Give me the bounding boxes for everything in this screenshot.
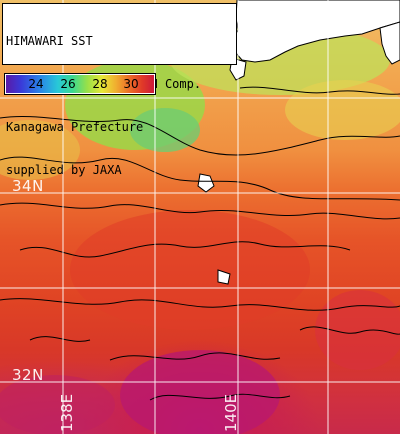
cool-patch-east [285, 80, 400, 140]
legend-tick-26: 26 [60, 77, 76, 91]
contour-6 [109, 352, 281, 361]
lat-label-32n: 32N [12, 366, 44, 384]
land-island-small [217, 269, 231, 285]
land-boso [379, 21, 400, 65]
cool-patch-west [0, 120, 80, 180]
legend-tick-24: 24 [28, 77, 44, 91]
contour-8 [239, 86, 400, 95]
lat-label-34n: 34N [12, 177, 44, 195]
lon-label-140e: 140E [222, 393, 240, 432]
title-line-4: supplied by JAXA [6, 163, 122, 178]
color-scale-bar: 24 26 28 30 [6, 75, 154, 93]
warm-patch-east [315, 290, 400, 370]
contour-5 [0, 298, 400, 311]
contour-7 [149, 393, 291, 401]
contour-9 [299, 326, 400, 335]
contour-1 [0, 115, 400, 156]
legend-tick-28: 28 [92, 77, 108, 91]
lon-label-138e: 138E [58, 393, 76, 432]
contour-10 [29, 336, 91, 342]
warm-patch-central [70, 210, 310, 330]
land-oshima [197, 173, 215, 193]
title-line-3: Kanagawa Prefecture [6, 120, 144, 135]
contour-2 [0, 156, 400, 201]
cool-patch-bay-inner [130, 108, 200, 152]
contour-4 [19, 241, 351, 258]
title-box: HIMAWARI SST 2025/09/16 06(UTC) 3H Comp.… [2, 3, 237, 177]
legend-tick-30: 30 [123, 77, 139, 91]
contour-3 [0, 202, 400, 220]
title-line-1: HIMAWARI SST [6, 33, 93, 48]
warm-patch-south [120, 350, 280, 434]
color-scale-legend: 24 26 28 30 [4, 73, 156, 95]
contour-lines [0, 86, 400, 401]
warm-patch-southwest [0, 375, 115, 434]
